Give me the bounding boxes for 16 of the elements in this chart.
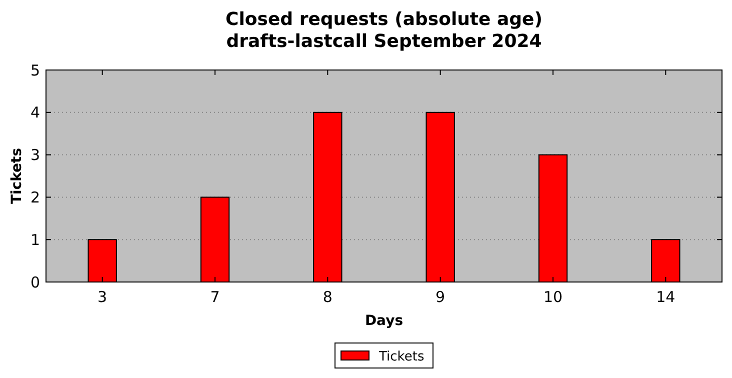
x-tick-label: 9 — [436, 288, 446, 306]
y-tick-label: 1 — [30, 230, 40, 249]
x-tick-label: 10 — [543, 288, 563, 306]
x-tick-label: 14 — [656, 288, 676, 306]
y-axis-title: Tickets — [9, 148, 25, 204]
y-tick-label: 0 — [30, 273, 40, 292]
x-tick-label: 8 — [322, 288, 332, 306]
chart-title: Closed requests (absolute age) drafts-lastcall September 2024 — [226, 9, 542, 52]
y-tick-label: 2 — [30, 188, 40, 206]
y-tick-label: 5 — [30, 61, 40, 80]
y-tick-label: 3 — [30, 146, 40, 164]
x-tick-label: 7 — [210, 288, 220, 306]
x-tick-label: 3 — [98, 288, 108, 306]
y-tick-label: 4 — [30, 104, 40, 122]
legend-label: Tickets — [378, 350, 424, 365]
x-axis-title: Days — [364, 313, 404, 329]
